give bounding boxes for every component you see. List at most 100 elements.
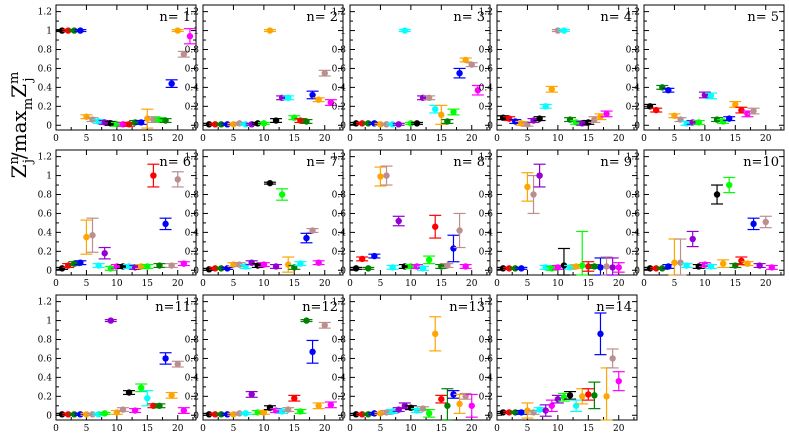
marker — [450, 391, 457, 398]
marker — [131, 407, 139, 414]
panel-4: 00.20.40.60.811.20 5 10 15 20n= 4 — [479, 4, 638, 144]
y-tick-label: 1.2 — [185, 298, 199, 308]
marker — [609, 355, 616, 362]
data-point — [282, 406, 295, 413]
y-tick-label: 0.8 — [38, 46, 53, 56]
data-point — [300, 232, 313, 244]
data-point — [533, 406, 546, 413]
marker — [77, 411, 84, 418]
x-tick-label: 5 — [378, 424, 384, 434]
y-tick-label: 0.4 — [332, 83, 347, 93]
y-tick-label: 0.2 — [626, 247, 640, 257]
y-tick-label: 0.2 — [479, 247, 493, 257]
data-point — [612, 371, 625, 392]
x-tick-label: 5 — [525, 279, 531, 289]
data-point — [576, 230, 589, 276]
data-point — [227, 411, 240, 418]
y-label-sub2: m — [21, 98, 36, 110]
marker — [707, 263, 715, 270]
marker — [297, 408, 304, 415]
marker — [168, 262, 175, 269]
marker — [358, 120, 366, 127]
marker — [456, 227, 463, 234]
panel-label: n= 3 — [453, 10, 485, 25]
data-point — [539, 103, 552, 110]
y-tick-label: 0.6 — [332, 209, 347, 219]
data-point — [270, 263, 283, 270]
data-point — [177, 407, 190, 414]
data-point — [759, 215, 772, 229]
data-point — [86, 217, 99, 253]
marker — [168, 392, 175, 399]
panel-14: 0 0.2 0.4 0.6 0.8 1 1.2 0 5 10 15 20 n=14 — [479, 294, 638, 434]
y-tick-label: 0.6 — [185, 354, 200, 364]
x-tick-label: 10 — [699, 134, 711, 144]
marker — [542, 103, 549, 110]
x-tick-label: 10 — [552, 424, 564, 434]
data-point — [276, 188, 289, 201]
x-tick-label: 20 — [613, 134, 625, 144]
x-tick-label: 10 — [258, 424, 270, 434]
marker — [309, 348, 316, 356]
marker — [732, 101, 739, 108]
y-tick-label: 1 — [634, 172, 640, 182]
marker — [224, 411, 231, 418]
data-point — [423, 408, 436, 418]
marker — [597, 113, 604, 120]
y-tick-label: 0.4 — [626, 83, 641, 93]
y-tick-label: 0 — [487, 121, 493, 131]
data-point — [203, 411, 216, 418]
marker — [95, 118, 102, 125]
marker — [566, 116, 574, 123]
marker — [125, 389, 133, 396]
y-tick-label: 0 — [487, 411, 493, 421]
marker — [303, 317, 310, 324]
marker — [211, 265, 219, 272]
data-point — [270, 117, 283, 124]
marker — [321, 322, 328, 329]
panel-8: 00.20.40.60.811.20 5 10 15 20n= 8 — [332, 149, 491, 289]
data-point — [429, 316, 442, 352]
marker — [750, 107, 757, 115]
data-point — [557, 247, 570, 276]
marker — [671, 259, 678, 266]
marker — [407, 120, 415, 127]
marker — [248, 259, 255, 266]
data-point — [153, 262, 166, 269]
marker — [278, 408, 286, 415]
data-point — [527, 117, 540, 124]
x-tick-label: 0 — [347, 279, 353, 289]
panel-frame — [496, 4, 638, 131]
marker — [218, 411, 225, 418]
x-tick-label: 15 — [142, 134, 154, 144]
marker — [744, 110, 751, 118]
data-point — [171, 360, 184, 368]
marker — [566, 264, 574, 271]
marker — [413, 407, 421, 414]
marker — [432, 330, 439, 338]
x-tick-label: 0 — [494, 424, 500, 434]
marker — [579, 120, 586, 127]
marker — [272, 117, 280, 124]
panel-label: n=13 — [449, 300, 485, 315]
data-point — [723, 176, 736, 194]
marker — [413, 120, 421, 127]
y-tick-label: 0.8 — [479, 336, 494, 346]
y-tick-label: 0.6 — [185, 209, 200, 219]
marker — [462, 56, 469, 64]
data-point — [735, 106, 748, 114]
data-point — [711, 184, 724, 205]
x-tick-label: 5 — [378, 134, 384, 144]
x-tick-label: 20 — [466, 424, 478, 434]
marker — [505, 115, 513, 122]
data-point — [294, 260, 307, 267]
y-tick-label: 1.2 — [38, 153, 52, 163]
data-point — [239, 410, 252, 417]
marker — [524, 407, 531, 414]
marker — [174, 360, 181, 368]
y-tick-label: 0.4 — [626, 228, 641, 238]
data-point — [116, 406, 129, 413]
panel-1: 00.20.40.60.811.20 5 10 15 20n= 1 — [38, 4, 197, 144]
panel-9: 00.20.40.60.811.20 5 10 15 20n= 9 — [479, 149, 638, 289]
